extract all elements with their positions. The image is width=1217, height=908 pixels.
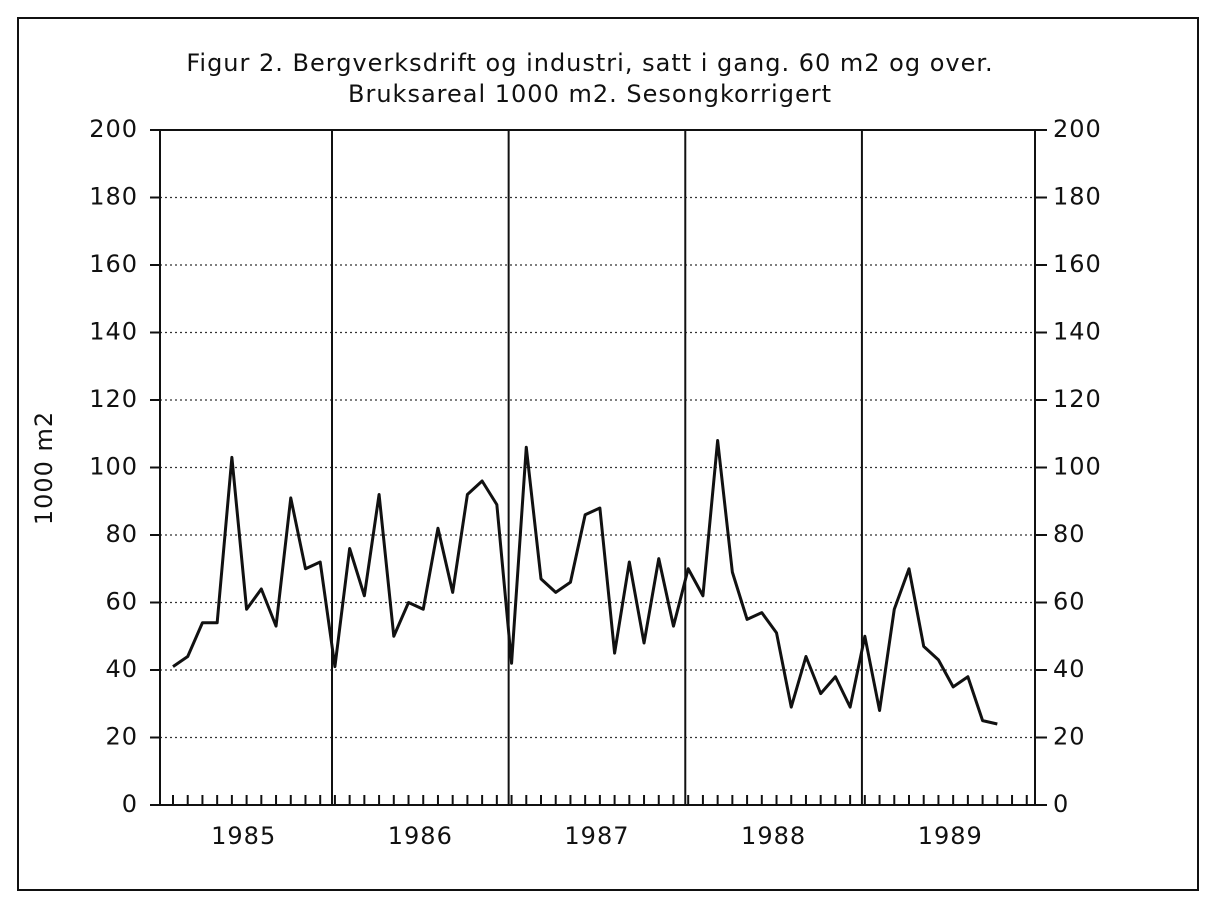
y2-tick-label: 200: [1053, 115, 1102, 143]
y2-tick-label: 0: [1053, 790, 1069, 818]
y-tick-label: 20: [105, 723, 138, 751]
y2-tick-label: 40: [1053, 655, 1086, 683]
chart-title: Figur 2. Bergverksdrift og industri, sat…: [186, 49, 993, 77]
y-tick-label: 0: [122, 790, 138, 818]
x-tick-label: 1988: [741, 822, 806, 850]
y-tick-label: 160: [89, 250, 138, 278]
y2-tick-label: 100: [1053, 453, 1102, 481]
y2-tick-label: 20: [1053, 723, 1086, 751]
y2-tick-label: 180: [1053, 183, 1102, 211]
y-tick-label: 60: [105, 588, 138, 616]
y2-tick-label: 120: [1053, 385, 1102, 413]
y2-tick-label: 60: [1053, 588, 1086, 616]
y-tick-label: 120: [89, 385, 138, 413]
x-tick-label: 1987: [564, 822, 629, 850]
x-tick-label: 1985: [211, 822, 276, 850]
x-tick-label: 1986: [388, 822, 453, 850]
x-tick-label: 1989: [918, 822, 983, 850]
y2-tick-label: 80: [1053, 520, 1086, 548]
y2-tick-label: 160: [1053, 250, 1102, 278]
y-tick-label: 100: [89, 453, 138, 481]
y2-tick-label: 140: [1053, 318, 1102, 346]
y-tick-label: 180: [89, 183, 138, 211]
y-axis-label: 1000 m2: [30, 411, 58, 525]
y-tick-label: 80: [105, 520, 138, 548]
frame: [17, 17, 1199, 891]
y-tick-label: 200: [89, 115, 138, 143]
y-tick-label: 40: [105, 655, 138, 683]
chart-subtitle: Bruksareal 1000 m2. Sesongkorrigert: [348, 80, 832, 108]
data-line: [172, 439, 998, 726]
y-tick-label: 140: [89, 318, 138, 346]
